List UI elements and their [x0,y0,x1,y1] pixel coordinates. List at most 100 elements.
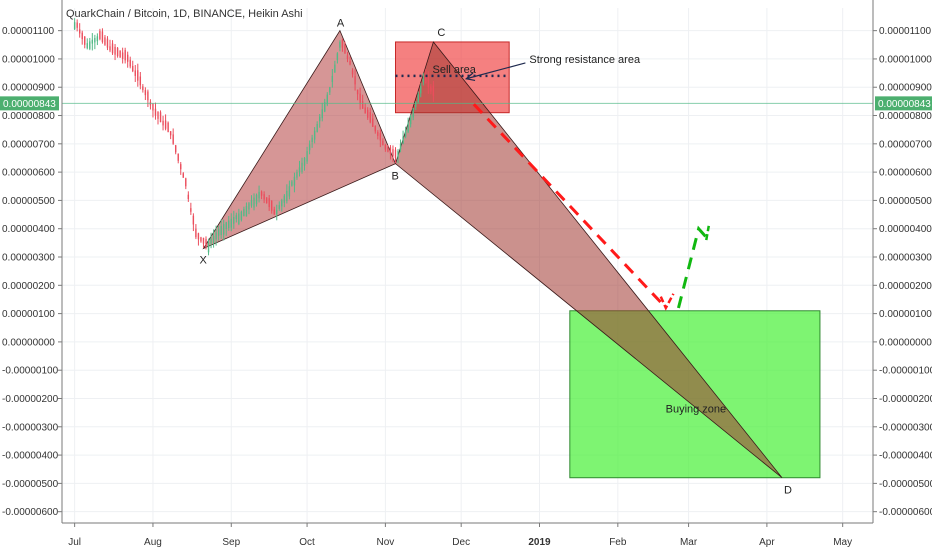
candle-body [427,76,430,88]
candle-body [144,90,147,96]
candle-body [245,206,248,217]
y-tick-label-right: 0.00000900 [879,83,932,94]
x-tick-label: May [833,537,852,548]
y-tick-label-right: -0.00000200 [879,394,932,405]
projection-up-line [677,225,708,309]
y-tick-label-left: -0.00000500 [2,479,59,490]
sell-area-label: Sell area [432,64,476,76]
candle-body [296,172,298,178]
y-tick-label-left: -0.00000100 [2,366,59,377]
candle-body [346,55,349,59]
candle-body [268,198,270,208]
candle-body [159,112,162,123]
candle-body [124,50,126,61]
candle-body [177,153,179,161]
x-tick-label: Jul [68,537,81,548]
candle-body [250,200,253,206]
candle-body [197,233,200,240]
y-tick-label-right: 0.00001000 [879,54,932,65]
candle-body [273,209,275,215]
candle-body [147,91,149,101]
candle-body [387,147,389,152]
candle-body [260,191,263,196]
candle-body [134,70,136,76]
x-tick-label: 2019 [528,537,551,548]
candle-body [248,203,250,210]
y-tick-label-left: -0.00000300 [2,422,59,433]
candle-body [313,130,316,140]
candle-body [283,195,286,203]
y-tick-label-right: -0.00000100 [879,366,932,377]
candle-body [101,31,104,42]
candle-body [288,186,291,197]
y-tick-label-right: 0.00000100 [879,309,932,320]
candle-body [162,120,164,126]
resistance-annotation-label: Strong resistance area [529,54,641,66]
candle-body [301,162,303,172]
candle-body [207,242,210,253]
candle-body [359,93,361,105]
y-tick-label-right: -0.00000500 [879,479,932,490]
candle-body [298,167,301,173]
candle-body [412,108,414,118]
candle-body [225,222,227,229]
candle-body [152,103,154,111]
candle-body [200,237,202,242]
candle-body [169,131,172,136]
candle-body [270,200,273,211]
candle-body [94,37,96,43]
candle-body [104,37,106,45]
y-tick-label-right: -0.00000400 [879,451,932,462]
candle-body [417,93,419,103]
candle-body [96,36,99,42]
candle-body [116,47,119,57]
buy-zone-label: Buying zone [666,403,727,415]
overlays [62,62,873,104]
y-tick-label-right: 0.00000500 [879,196,932,207]
y-tick-label-left: 0.00000600 [2,168,55,179]
candle-body [303,157,306,166]
candle-body [111,43,114,54]
candle-body [384,144,387,150]
candle-body [210,239,212,244]
chart-title: QuarkChain / Bitcoin, 1D, BINANCE, Heiki… [66,8,303,20]
candle-body [129,59,131,67]
candle-body [255,194,258,205]
candle-body [319,116,321,122]
candle-body [132,65,134,72]
x-tick-label: Nov [376,537,394,548]
candle-body [382,140,384,145]
y-tick-label-right: 0.00000200 [879,281,932,292]
y-tick-label-left: 0.00001100 [2,26,55,37]
y-tick-label-right: 0.00000700 [879,139,932,150]
candle-body [81,32,83,40]
candle-body [78,29,81,34]
candle-body [119,50,121,58]
candle-body [121,52,124,59]
candle-body [407,122,409,132]
candle-body [367,109,369,118]
y-tick-label-left: -0.00000400 [2,451,59,462]
candle-body [73,22,76,30]
candle-body [281,200,283,207]
candle-body [344,45,346,54]
candle-body [263,194,265,200]
candle-body [422,78,424,83]
candle-body [192,215,195,225]
candles [73,18,435,256]
candle-body [91,39,94,44]
projection-down-line [472,103,667,307]
candle-body [324,101,326,112]
projection-down-tick [659,293,675,311]
candle-body [341,40,344,48]
candle-body [187,194,190,200]
candle-body [230,218,232,228]
candle-body [235,215,238,220]
candle-body [126,54,129,62]
y-tick-label-left: 0.00000800 [2,111,55,122]
candle-body [354,76,356,85]
candle-body [356,89,359,95]
candle-body [311,137,313,143]
